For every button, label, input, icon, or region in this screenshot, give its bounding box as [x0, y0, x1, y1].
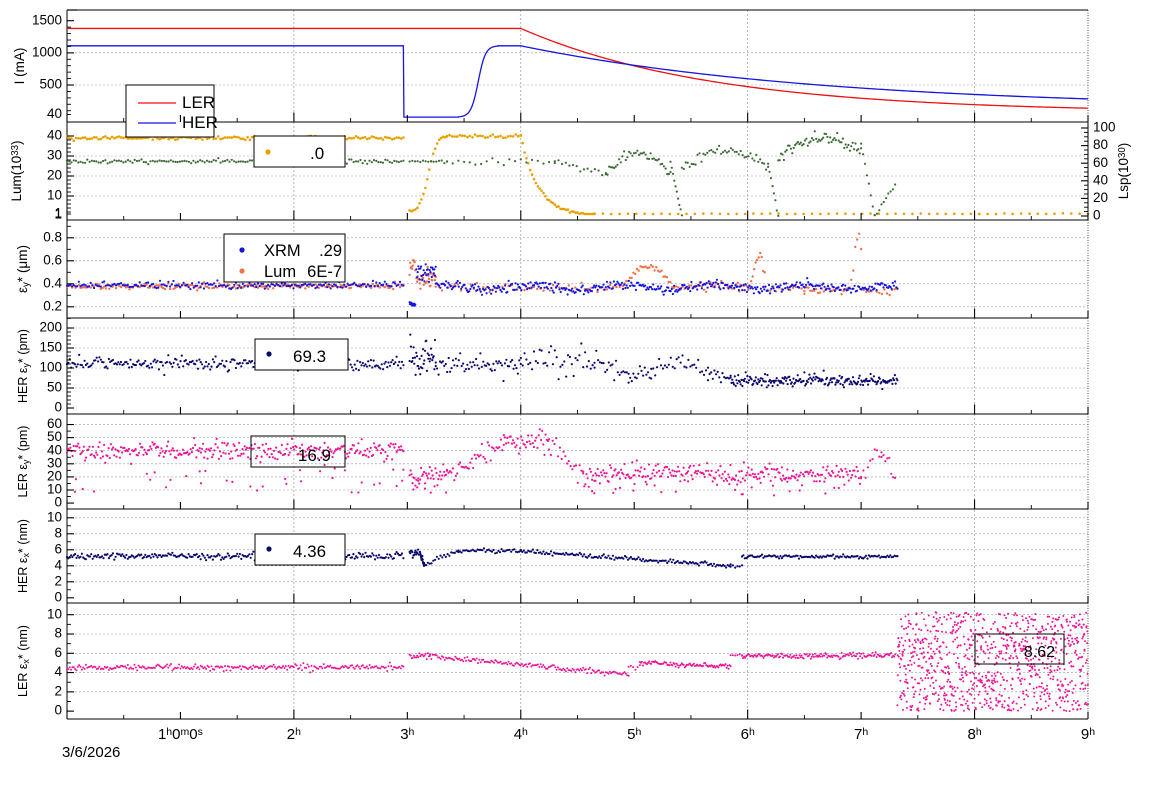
- svg-text:16.9: 16.9: [298, 446, 331, 465]
